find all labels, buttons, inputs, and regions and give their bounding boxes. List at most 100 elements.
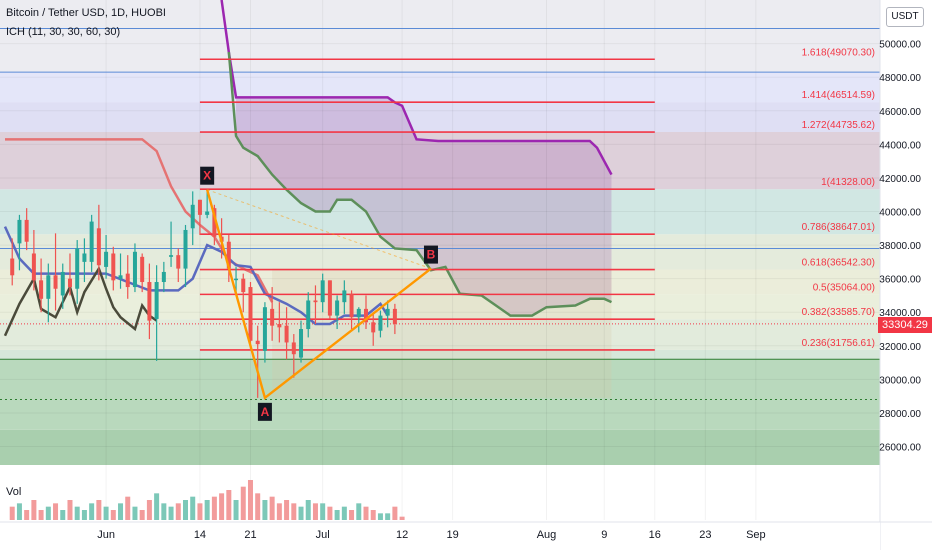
candle-body[interactable] [17,219,22,244]
harmonic-xab-line[interactable] [206,189,432,400]
time-tick-label: 12 [396,529,408,541]
candle-body[interactable] [349,293,354,318]
candle-body[interactable] [176,255,181,269]
candle-body[interactable] [385,308,390,316]
harmonic-pattern[interactable]: X A B [200,166,438,421]
candle-body[interactable] [161,271,166,283]
candle-body[interactable] [140,256,145,283]
harmonic-point-x[interactable]: X [200,166,215,185]
candle-body[interactable] [125,273,130,288]
span-b-line [220,0,613,176]
fib-zone [0,294,880,320]
candle-body[interactable] [183,229,188,269]
price-axis[interactable]: 26000.00 28000.00 30000.00 32000.00 34000.00… [879,0,932,550]
candle-body[interactable] [132,251,137,288]
candle-body[interactable] [147,282,152,321]
candle-body[interactable] [364,308,368,323]
candle-body[interactable] [67,278,72,288]
candle-body[interactable] [248,287,253,341]
volume-bar [175,503,181,520]
volume-bar [161,503,167,520]
price-tick-label: 42000.00 [879,174,921,185]
volume-bar [284,500,290,520]
last-price-badge: 33304.29 [878,317,932,333]
volume-bar [24,510,30,520]
currency-unit-button[interactable]: USDT [886,7,924,27]
candle-body[interactable] [89,221,94,262]
candle-body[interactable] [284,325,289,343]
volume-bar [190,496,196,520]
harmonic-point-a[interactable]: A [257,402,272,421]
candle-body[interactable] [392,308,397,324]
volume-bar [320,503,326,520]
volume-legend[interactable]: Vol [6,486,22,498]
candle-body[interactable] [31,253,36,281]
candle-body[interactable] [356,308,361,318]
candle-body[interactable] [60,271,65,296]
candle-body[interactable] [169,255,174,257]
candle-body[interactable] [277,323,282,328]
candle-body[interactable] [313,300,318,303]
candle-body[interactable] [96,228,101,266]
candle-body[interactable] [335,300,340,316]
volume-bar [197,503,203,520]
candle-body[interactable] [255,340,260,345]
volume-bar [204,500,210,520]
price-tick-label: 36000.00 [879,275,921,286]
price-tick-label: 50000.00 [879,40,921,51]
volume-bar [399,516,405,520]
candle-body[interactable] [46,275,51,299]
candle-body[interactable] [371,322,376,333]
candle-body[interactable] [241,278,246,293]
candle-body[interactable] [205,211,210,215]
time-tick-label: 16 [649,529,661,541]
candle-body[interactable] [212,208,217,237]
time-tick-label: 14 [194,529,206,541]
candle-body[interactable] [10,258,15,276]
candle-body[interactable] [299,329,304,358]
candle-body[interactable] [378,315,383,331]
candle-body[interactable] [320,280,325,303]
candle-body[interactable] [154,282,159,319]
harmonic-point-b[interactable]: B [423,245,438,264]
candle-body[interactable] [82,253,87,262]
candle-body[interactable] [104,251,109,267]
volume-bar [392,506,398,520]
candle-body[interactable] [197,199,202,215]
candle-body[interactable] [75,248,80,289]
indicator-legend[interactable]: ICH (11, 30, 30, 60, 30) [6,26,121,38]
volume-bar [240,486,246,520]
candle-body[interactable] [306,300,311,330]
symbol-legend[interactable]: Bitcoin / Tether USD, 1D, HUOBI [6,7,166,19]
time-tick-label: 23 [699,529,711,541]
candle-body[interactable] [24,219,29,242]
candle-body[interactable] [226,241,231,269]
candle-body[interactable] [342,290,347,303]
candle-body[interactable] [111,253,116,281]
volume-bar [154,493,160,520]
volume-bar [9,506,15,520]
candle-body[interactable] [39,280,44,299]
candle-body[interactable] [234,278,239,281]
harmonic-label: A [261,405,270,419]
volume-bar [363,506,369,520]
fib-level-label: 1.618(49070.30) [802,47,875,58]
volume-bar [139,510,145,520]
volume-bar [312,503,318,520]
candle-body[interactable] [291,342,296,355]
volume-bar [146,500,152,520]
time-axis[interactable]: Jun 14 21 Jul 12 19 Aug 9 16 23 Sep [0,521,932,550]
volume-bar [298,506,304,520]
candle-body[interactable] [118,275,123,279]
time-tick-label: Sep [746,529,766,541]
volume-bar [327,506,333,520]
candle-body[interactable] [262,307,267,351]
lagging-span-line [3,265,158,337]
price-axis-panel [880,0,932,550]
candle-body[interactable] [327,280,332,316]
candle-body[interactable] [53,275,58,289]
candle-body[interactable] [190,204,195,229]
candle-body[interactable] [270,308,275,326]
fib-extension-levels[interactable]: 0.236(31756.61) 0.382(33585.70) 0.5(35064.… [199,47,875,351]
